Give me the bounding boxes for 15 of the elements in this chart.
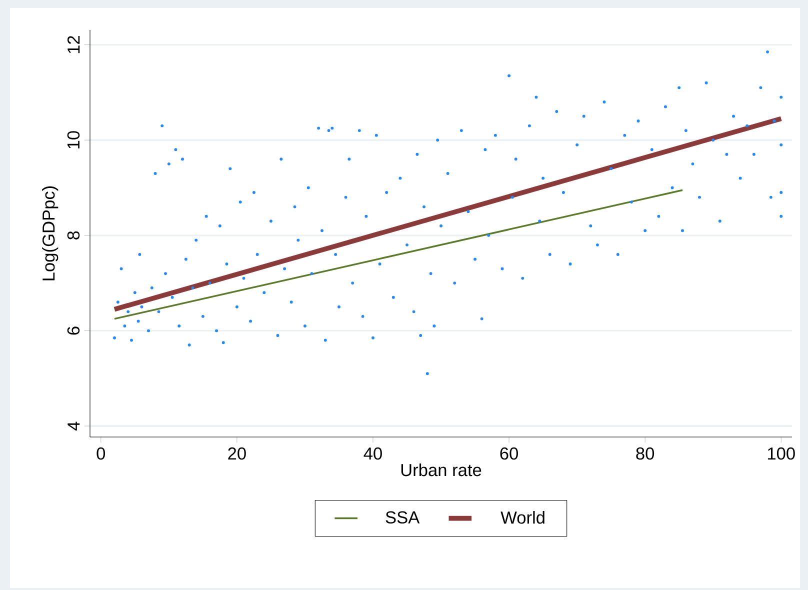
- y-tick-label: 12: [67, 36, 80, 54]
- y-tick-label: 4: [68, 422, 80, 430]
- x-tick-label: 80: [636, 447, 654, 460]
- x-tick-label: 20: [228, 447, 246, 460]
- y-tick-label: 10: [67, 131, 80, 148]
- y-tick-label: 6: [67, 326, 80, 335]
- y-tick-label: 8: [67, 231, 80, 240]
- legend-label: SSA: [386, 511, 420, 524]
- x-tick-label: 40: [364, 447, 382, 460]
- x-tick-label: 60: [500, 447, 518, 460]
- y-axis-title: Log(GDPpc): [42, 186, 58, 280]
- legend-label: World: [500, 511, 544, 524]
- x-tick-label: 0: [96, 447, 106, 460]
- x-tick-label: 100: [768, 447, 795, 460]
- x-axis-title: Urban rate: [401, 463, 482, 476]
